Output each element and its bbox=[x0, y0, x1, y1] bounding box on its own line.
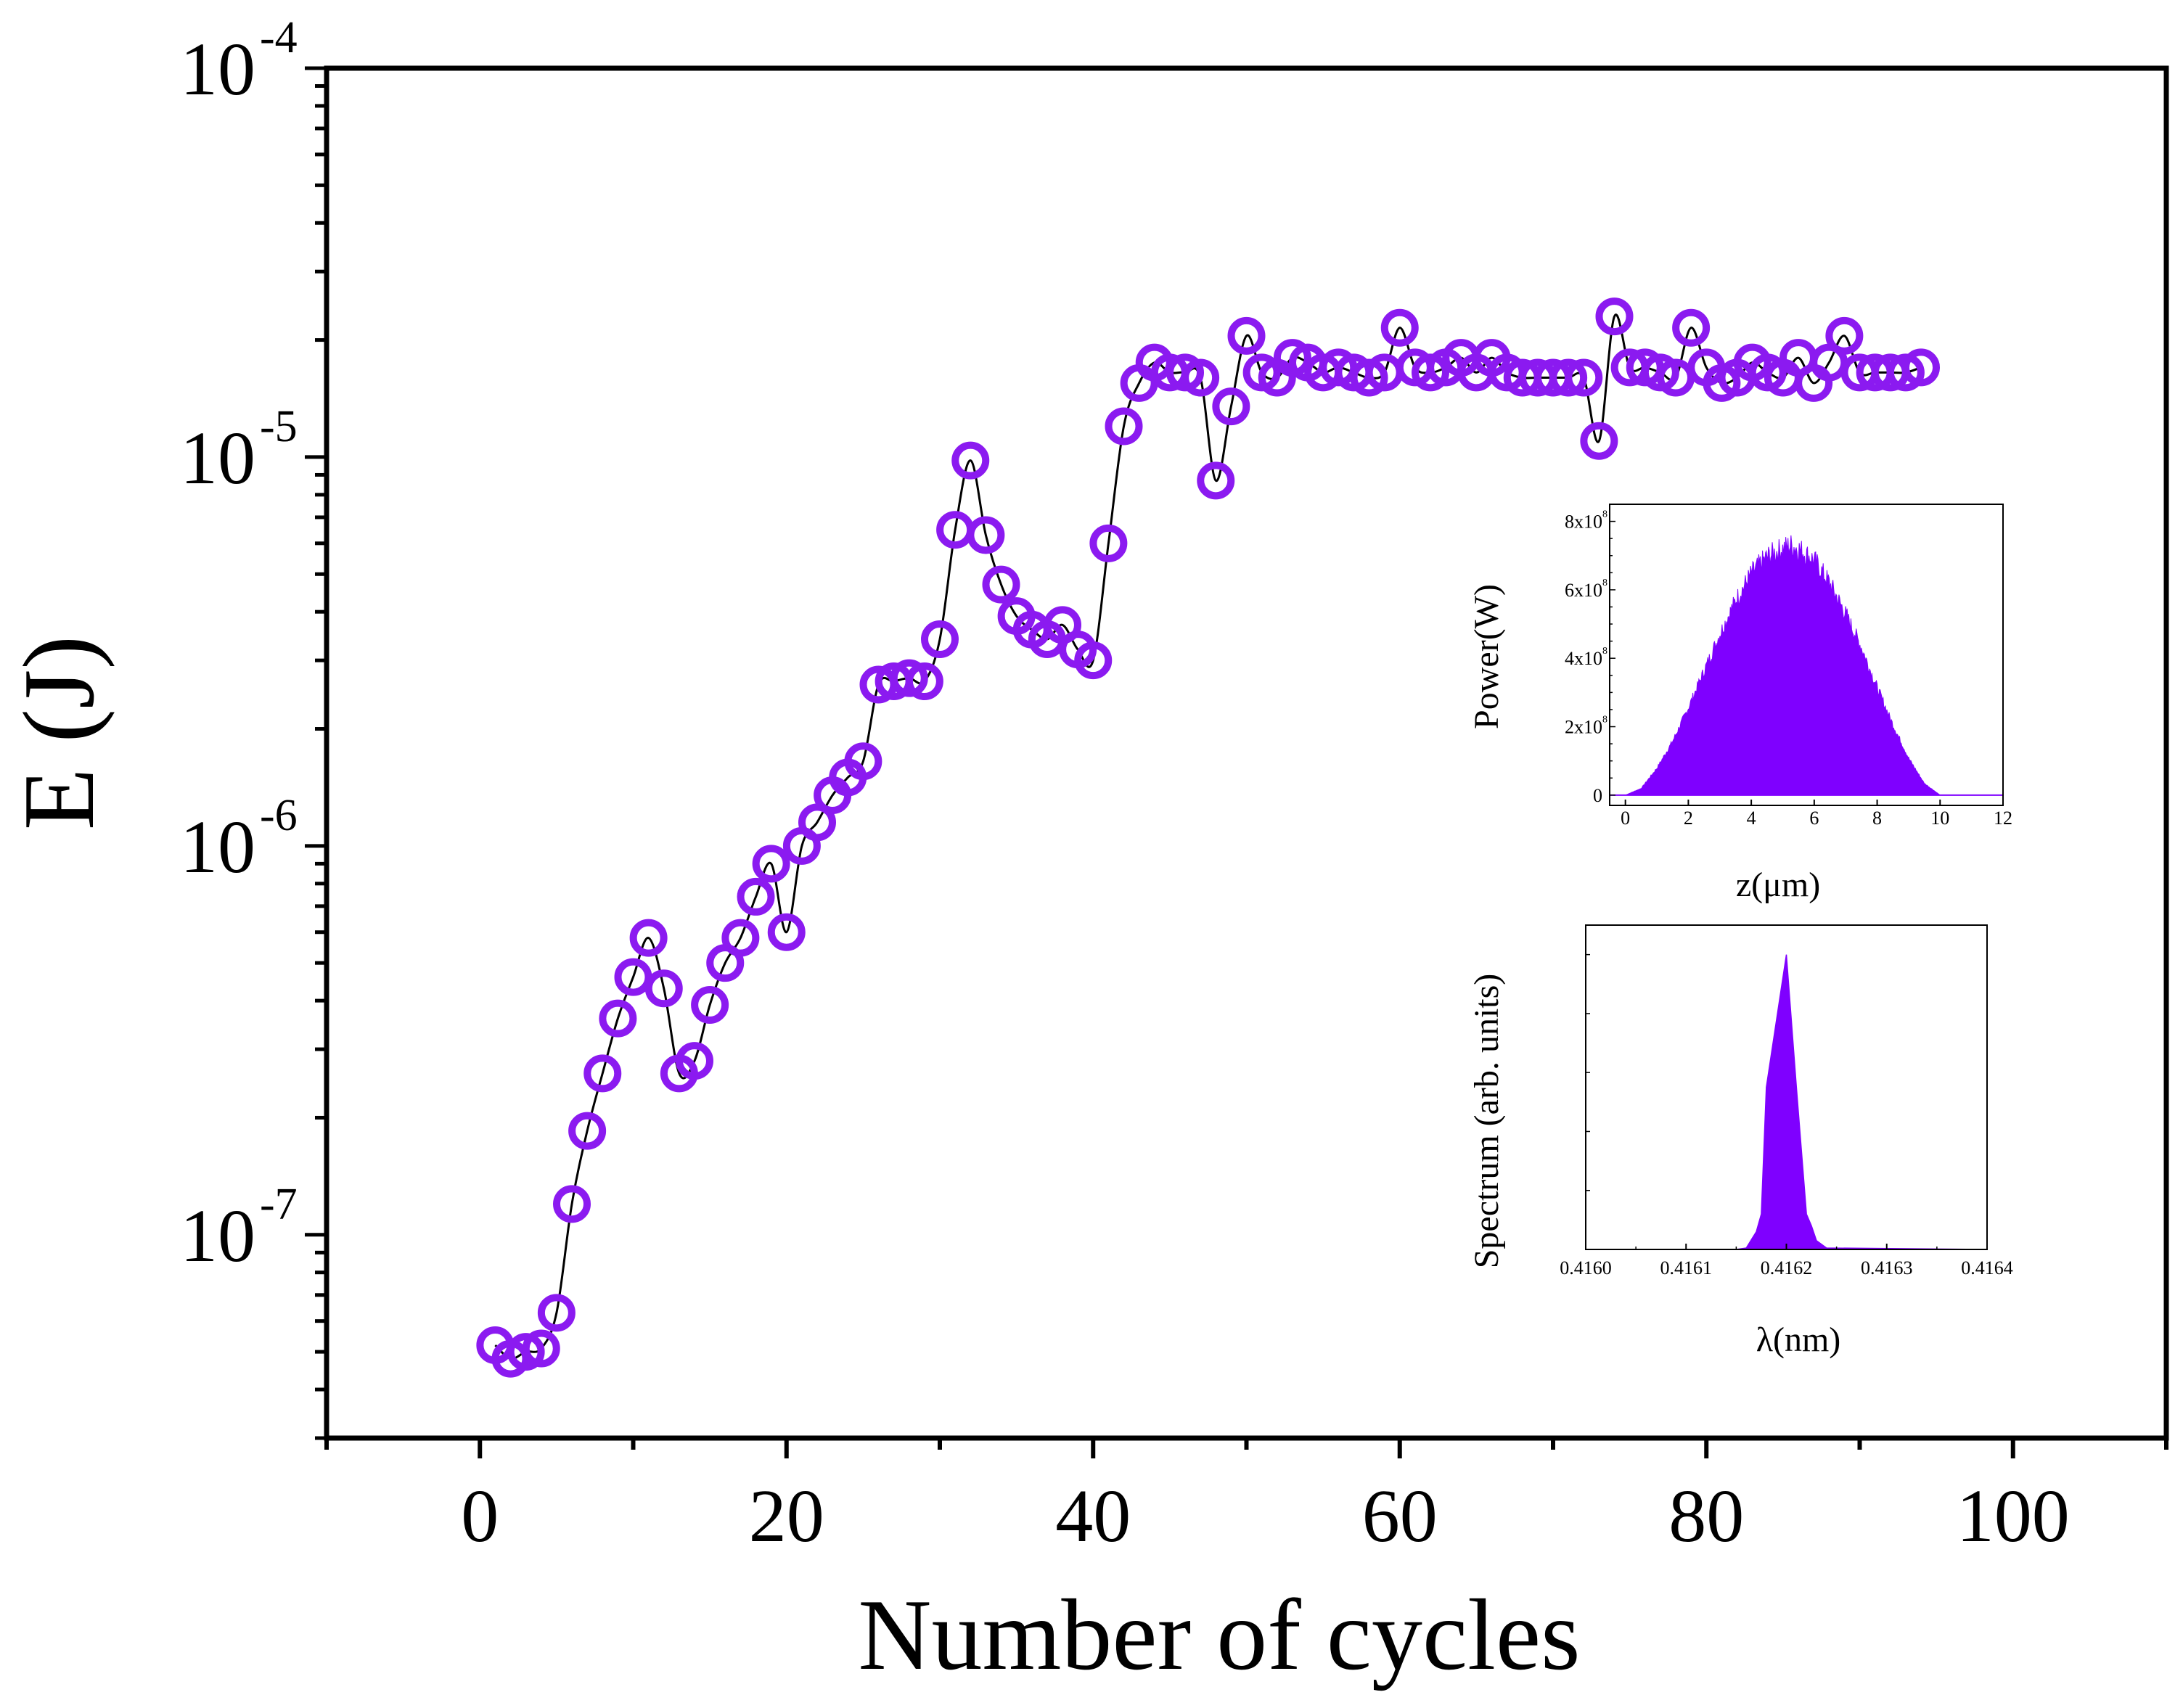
data-point bbox=[890, 659, 928, 697]
inset-power-x-label: z(μm) bbox=[1736, 866, 1820, 904]
data-point bbox=[676, 1042, 713, 1080]
data-point bbox=[844, 742, 882, 781]
y-tick-label: 8x10 bbox=[1565, 512, 1602, 533]
data-point bbox=[1580, 422, 1618, 460]
data-point bbox=[1380, 308, 1419, 347]
y-tick-label: 4x10 bbox=[1565, 648, 1602, 669]
x-tick-label: 0 bbox=[461, 1474, 499, 1558]
inset-spectrum-ticks: 0.4160 0.4161 0.4162 0.4163 0.4164 bbox=[1560, 953, 2013, 1278]
data-point bbox=[721, 919, 760, 957]
data-point bbox=[982, 565, 1020, 604]
data-point bbox=[583, 1054, 622, 1093]
y-tick-exponent: -4 bbox=[260, 13, 298, 62]
main-chart: 10-710-610-510-4 0 20 40 60 80 100 Number of … bbox=[3, 13, 2169, 1691]
data-point bbox=[1105, 407, 1143, 446]
main-plot-frame bbox=[324, 65, 2169, 1441]
data-point bbox=[951, 441, 990, 480]
inset-spectrum-y-label: Spectrum (arb. units) bbox=[1467, 974, 1506, 1269]
x-tick-label: 0.4163 bbox=[1861, 1257, 1913, 1278]
x-tick-label: 0.4162 bbox=[1761, 1257, 1813, 1278]
y-tick-exponent: 8 bbox=[1602, 715, 1607, 726]
main-y-tick-labels: 10-710-610-510-4 bbox=[180, 13, 298, 1278]
data-point bbox=[921, 620, 959, 659]
main-data-markers bbox=[476, 297, 1940, 1378]
y-tick-label: 6x10 bbox=[1565, 580, 1602, 601]
y-tick-label: 10 bbox=[180, 28, 255, 111]
data-point bbox=[798, 803, 836, 842]
x-tick-label: 0 bbox=[1621, 808, 1630, 829]
y-tick-exponent: -6 bbox=[260, 791, 298, 840]
y-axis-label: E (J) bbox=[3, 636, 115, 830]
y-tick-label: 10 bbox=[180, 416, 255, 500]
y-tick-exponent: -5 bbox=[260, 402, 298, 451]
inset-spectrum-x-label: λ(nm) bbox=[1756, 1321, 1841, 1359]
data-point bbox=[629, 919, 668, 957]
data-point bbox=[752, 845, 790, 883]
x-tick-label: 4 bbox=[1747, 808, 1756, 829]
x-tick-label: 2 bbox=[1684, 808, 1693, 829]
x-axis-label: Number of cycles bbox=[858, 1579, 1580, 1691]
data-point bbox=[507, 1333, 545, 1371]
data-point bbox=[1227, 316, 1266, 355]
y-tick-label: 2x10 bbox=[1565, 717, 1602, 738]
data-point bbox=[737, 877, 775, 916]
y-tick-label: 10 bbox=[180, 1194, 255, 1278]
power-area bbox=[1613, 535, 1991, 796]
y-tick-exponent: 8 bbox=[1602, 646, 1607, 657]
data-point bbox=[522, 1329, 560, 1368]
data-point bbox=[1181, 358, 1220, 397]
data-point bbox=[568, 1112, 607, 1150]
data-point bbox=[967, 516, 1005, 554]
data-point bbox=[1825, 316, 1864, 355]
data-point bbox=[599, 999, 637, 1038]
data-point bbox=[1074, 641, 1113, 680]
y-tick-label: 0 bbox=[1593, 785, 1602, 806]
data-point bbox=[1197, 461, 1235, 500]
data-point bbox=[644, 969, 683, 1008]
inset-spectrum-chart: 0.4160 0.4161 0.4162 0.4163 0.4164 λ(nm) Spe… bbox=[1467, 924, 2013, 1359]
y-tick-exponent: -7 bbox=[260, 1180, 298, 1229]
data-point bbox=[767, 913, 806, 951]
data-point bbox=[905, 662, 943, 701]
y-tick-exponent: 8 bbox=[1602, 578, 1607, 588]
x-tick-label: 0.4160 bbox=[1560, 1257, 1612, 1278]
x-tick-label: 6 bbox=[1809, 808, 1819, 829]
x-tick-label: 20 bbox=[749, 1474, 824, 1558]
data-point bbox=[1595, 297, 1634, 336]
data-point bbox=[1902, 348, 1940, 387]
main-x-tick-labels: 0 20 40 60 80 100 bbox=[461, 1474, 2070, 1558]
x-tick-label: 10 bbox=[1930, 808, 1949, 829]
inset-power-frame bbox=[1609, 504, 2004, 806]
spectrum-area bbox=[1586, 954, 1988, 1250]
data-point bbox=[553, 1185, 591, 1223]
data-point bbox=[614, 958, 652, 996]
inset-spectrum-area bbox=[1586, 954, 1988, 1250]
data-point bbox=[1565, 358, 1603, 397]
x-tick-label: 0.4161 bbox=[1660, 1257, 1713, 1278]
data-point bbox=[1549, 358, 1588, 397]
x-tick-label: 8 bbox=[1872, 808, 1882, 829]
x-tick-label: 80 bbox=[1668, 1474, 1744, 1558]
x-tick-label: 12 bbox=[1994, 808, 2012, 829]
x-tick-label: 0.4164 bbox=[1961, 1257, 2013, 1278]
data-point bbox=[1089, 524, 1128, 562]
data-point bbox=[1672, 308, 1711, 347]
y-tick-exponent: 8 bbox=[1602, 509, 1607, 520]
y-tick-label: 10 bbox=[180, 805, 255, 889]
data-point bbox=[691, 986, 729, 1025]
inset-power-y-label: Power(W) bbox=[1467, 584, 1506, 729]
data-point bbox=[537, 1294, 576, 1332]
x-tick-label: 100 bbox=[1957, 1474, 2070, 1558]
x-tick-label: 40 bbox=[1055, 1474, 1131, 1558]
data-point bbox=[1212, 387, 1250, 426]
inset-power-area bbox=[1610, 535, 2003, 796]
x-tick-label: 60 bbox=[1362, 1474, 1438, 1558]
